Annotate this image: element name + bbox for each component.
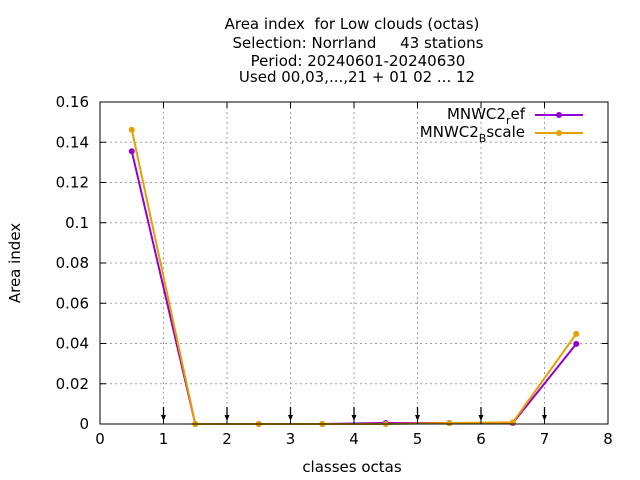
x-tick-label: 4	[349, 430, 359, 448]
legend-label-2: MNWC2Bscale	[420, 123, 525, 145]
x-tick-label: 0	[95, 430, 105, 448]
y-tick-label: 0.08	[56, 254, 89, 272]
grid	[100, 102, 608, 424]
x-axis-label: classes octas	[302, 458, 402, 476]
x-tick-label: 3	[286, 430, 296, 448]
data-point-2	[446, 419, 453, 426]
legend-swatch-marker-2	[556, 130, 562, 136]
legend-swatch-marker-1	[556, 112, 562, 118]
title-line-2: Selection: Norrland 43 stations	[233, 34, 484, 52]
axis-ticks: 0 1 2 3 4 5 6 7 8 0 0.02 0.04 0.06 0.08 0.1 0.12 0.14 0.1…	[56, 93, 613, 448]
y-tick-label: 0.04	[56, 335, 89, 353]
series-group	[128, 126, 580, 427]
y-tick-label: 0.16	[56, 93, 89, 111]
x-tick-label: 1	[159, 430, 169, 448]
chart-title: Area index for Low clouds (octas) Select…	[225, 15, 484, 86]
y-tick-label: 0.06	[56, 294, 89, 312]
x-tick-label: 6	[476, 430, 486, 448]
y-axis-label: Area index	[6, 223, 24, 303]
y-tick-label: 0.14	[56, 133, 89, 151]
title-line-1: Area index for Low clouds (octas)	[225, 15, 480, 33]
title-line-4: Used 00,03,...,21 + 01 02 ... 12	[239, 68, 475, 86]
x-tick-label: 8	[603, 430, 613, 448]
legend: MNWC2ref MNWC2Bscale	[420, 105, 583, 145]
y-tick-label: 0.02	[56, 375, 89, 393]
y-tick-label: 0	[79, 415, 89, 433]
x-tick-label: 5	[413, 430, 423, 448]
title-line-3: Period: 20240601-20240630	[251, 52, 466, 70]
x-tick-label: 2	[222, 430, 232, 448]
y-tick-label: 0.1	[65, 214, 89, 232]
y-tick-label: 0.12	[56, 174, 89, 192]
data-point-1	[573, 340, 580, 347]
data-point-1	[128, 148, 135, 155]
data-point-2	[128, 126, 135, 133]
data-point-2	[573, 330, 580, 337]
legend-label-1: MNWC2ref	[447, 105, 526, 127]
x-tick-label: 7	[540, 430, 550, 448]
